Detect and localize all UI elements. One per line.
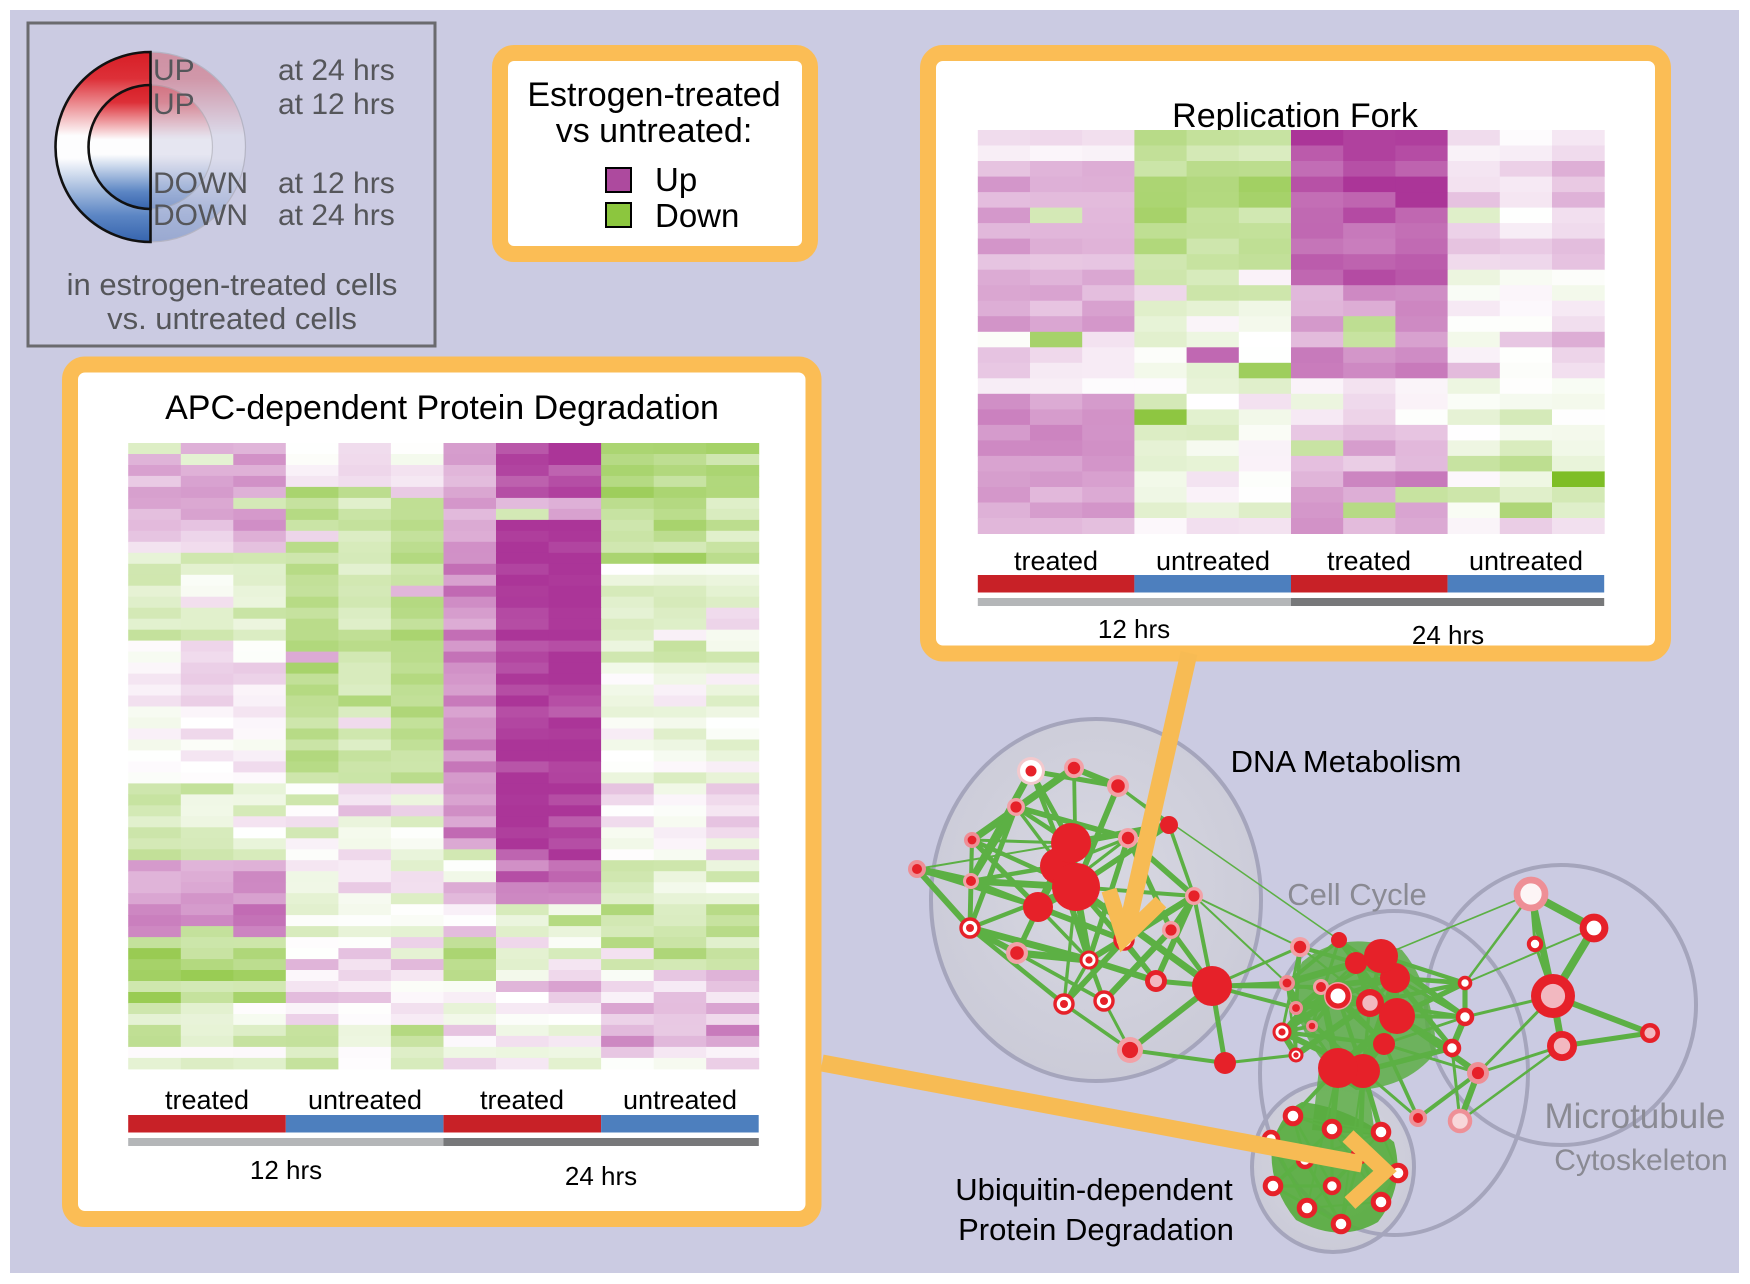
svg-text:treated: treated bbox=[480, 1085, 564, 1115]
svg-text:untreated: untreated bbox=[1156, 546, 1270, 576]
svg-text:12 hrs: 12 hrs bbox=[1098, 614, 1170, 644]
svg-text:DOWN: DOWN bbox=[153, 199, 248, 232]
svg-text:at 24 hrs: at 24 hrs bbox=[278, 199, 395, 232]
svg-text:24 hrs: 24 hrs bbox=[1412, 620, 1484, 650]
svg-text:24 hrs: 24 hrs bbox=[565, 1161, 637, 1191]
svg-text:at 24 hrs: at 24 hrs bbox=[278, 54, 395, 87]
svg-text:at 12 hrs: at 12 hrs bbox=[278, 88, 395, 121]
svg-text:untreated: untreated bbox=[308, 1085, 422, 1115]
svg-text:treated: treated bbox=[1014, 546, 1098, 576]
svg-text:Estrogen-treated: Estrogen-treated bbox=[527, 76, 780, 114]
svg-text:Replication Fork: Replication Fork bbox=[1172, 97, 1419, 135]
svg-text:in estrogen-treated cells: in estrogen-treated cells bbox=[67, 267, 398, 302]
svg-text:Protein Degradation: Protein Degradation bbox=[958, 1212, 1234, 1247]
svg-text:untreated: untreated bbox=[1469, 546, 1583, 576]
svg-text:treated: treated bbox=[165, 1085, 249, 1115]
svg-text:treated: treated bbox=[1327, 546, 1411, 576]
svg-text:vs. untreated cells: vs. untreated cells bbox=[107, 301, 357, 336]
svg-text:untreated: untreated bbox=[623, 1085, 737, 1115]
svg-text:Cytoskeleton: Cytoskeleton bbox=[1554, 1144, 1727, 1177]
svg-text:DOWN: DOWN bbox=[153, 167, 248, 200]
svg-text:APC-dependent Protein Degradat: APC-dependent Protein Degradation bbox=[165, 389, 719, 427]
svg-text:Ubiquitin-dependent: Ubiquitin-dependent bbox=[955, 1172, 1233, 1207]
svg-text:12 hrs: 12 hrs bbox=[250, 1155, 322, 1185]
svg-text:Up: Up bbox=[655, 161, 697, 198]
svg-text:Down: Down bbox=[655, 197, 739, 234]
svg-text:vs untreated:: vs untreated: bbox=[556, 112, 753, 150]
svg-text:DNA Metabolism: DNA Metabolism bbox=[1231, 744, 1462, 779]
svg-text:UP: UP bbox=[153, 54, 195, 87]
svg-text:UP: UP bbox=[153, 88, 195, 121]
svg-text:Cell Cycle: Cell Cycle bbox=[1287, 877, 1427, 912]
svg-text:at 12 hrs: at 12 hrs bbox=[278, 167, 395, 200]
svg-text:Microtubule: Microtubule bbox=[1545, 1097, 1726, 1136]
